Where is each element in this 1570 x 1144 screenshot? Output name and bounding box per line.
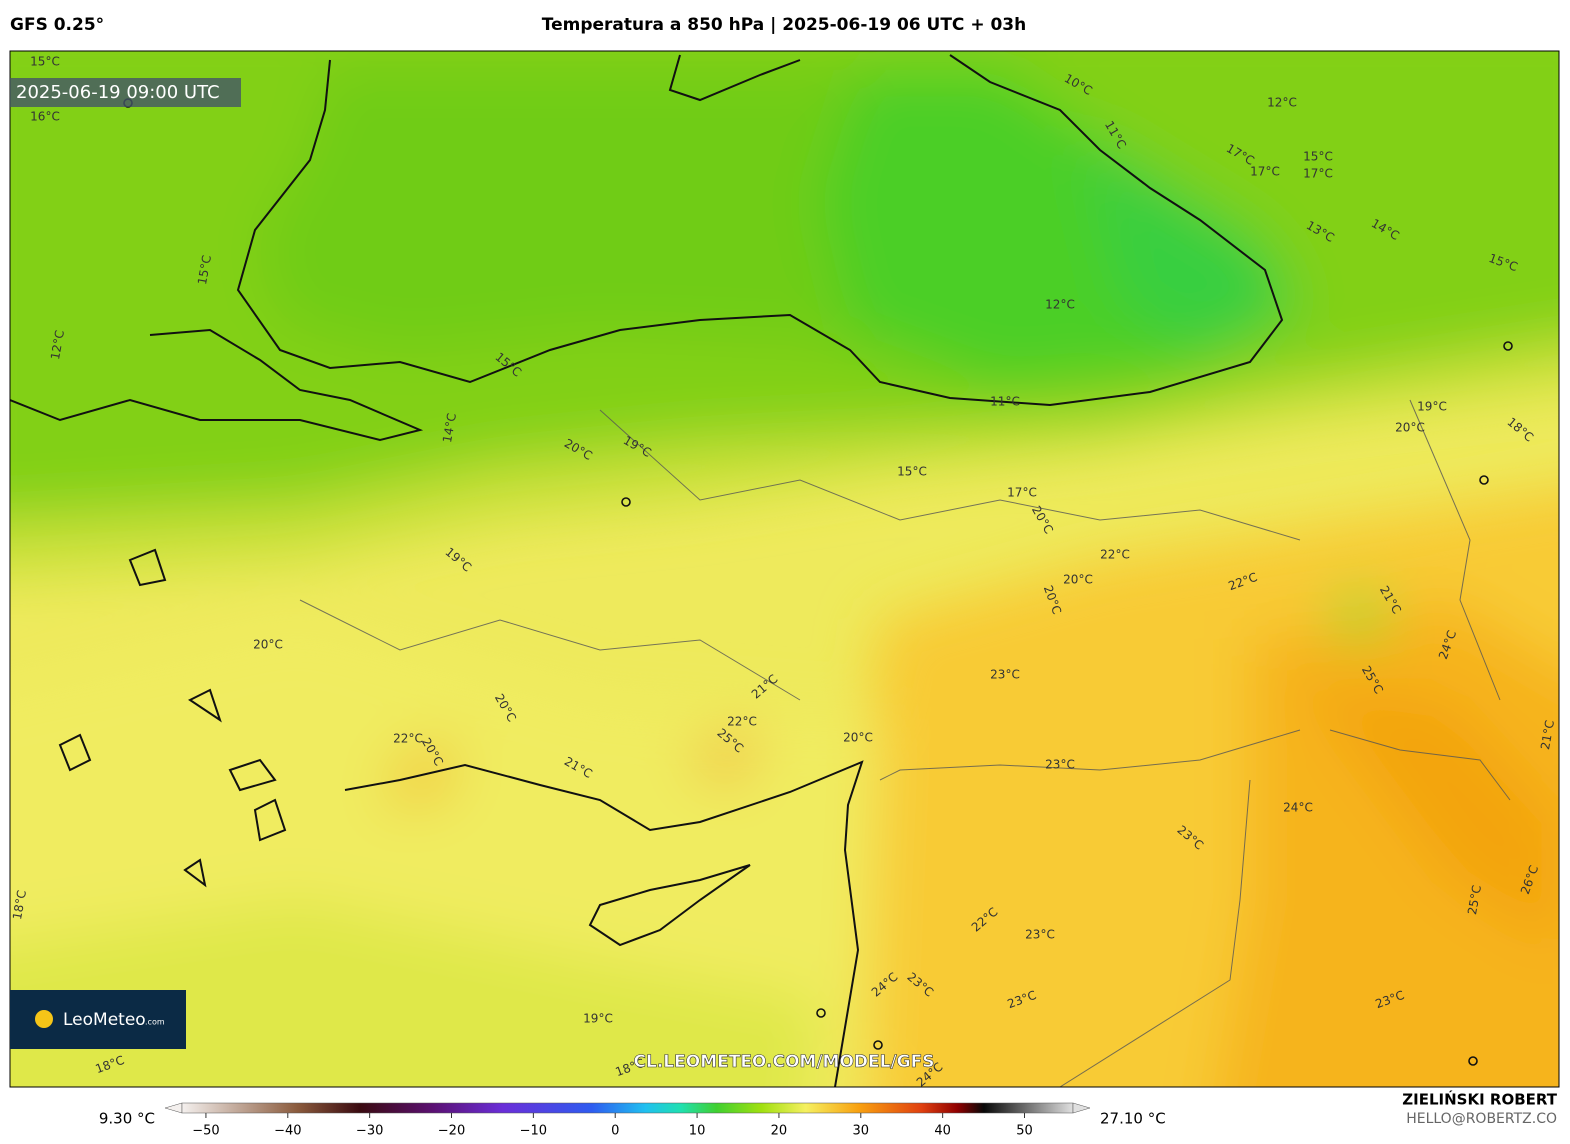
colorbar-tick-label: −30 xyxy=(356,1124,383,1139)
contour-label: 25°C xyxy=(1465,884,1484,916)
colorbar-tick-label: 30 xyxy=(853,1124,870,1139)
contour-label: 17°C xyxy=(1007,486,1037,500)
contour-label: 20°C xyxy=(843,731,873,745)
map-frame xyxy=(9,50,1560,1088)
contour-label: 15°C xyxy=(195,254,214,286)
logo-sun xyxy=(35,1010,53,1028)
contour-label: 11°C xyxy=(990,395,1020,409)
logo-name: LeoMeteo xyxy=(63,1010,146,1030)
timestamp-box xyxy=(10,78,241,107)
logo-suffix: .com xyxy=(145,1018,165,1027)
watermark: CL.LEOMETEO.COM/MODEL/GFS xyxy=(634,1052,935,1072)
contour-label: 20°C xyxy=(253,638,283,652)
colorbar-tick-label: −50 xyxy=(192,1124,219,1139)
contour-label: 22°C xyxy=(1100,548,1130,562)
model-name: GFS 0.25° xyxy=(10,15,104,35)
contour-label: 21°C xyxy=(1538,719,1557,751)
coastlines xyxy=(10,54,1284,1087)
contour-label: 16°C xyxy=(30,110,60,124)
colorbar-tick-label: −40 xyxy=(274,1124,301,1139)
contour-label: 19°C xyxy=(1417,400,1447,414)
contour-label: 17°C xyxy=(1250,165,1280,179)
cities xyxy=(123,98,1513,1066)
colorbar-tick-label: 40 xyxy=(934,1124,951,1139)
contour-label: 15°C xyxy=(1303,150,1333,164)
colorbar-tick-label: 10 xyxy=(689,1124,706,1139)
contour-label: 24°C xyxy=(1283,801,1313,815)
colorbar-max: 27.10 °C xyxy=(1100,1110,1166,1128)
contour-label: 17°C xyxy=(1303,167,1333,181)
contour-label: 20°C xyxy=(1063,573,1093,587)
colorbar-tick-label: 0 xyxy=(611,1124,619,1139)
contour-label: 22°C xyxy=(393,732,423,746)
contour-label: 23°C xyxy=(1025,928,1055,942)
email: HELLO@ROBERTZ.CO xyxy=(1406,1111,1557,1127)
contour-label: 23°C xyxy=(990,668,1020,682)
contour-label: 18°C xyxy=(10,889,29,921)
contour-label: 19°C xyxy=(583,1012,613,1026)
colorbar-tick-label: 50 xyxy=(1016,1124,1033,1139)
colorbar-min: 9.30 °C xyxy=(99,1110,155,1128)
contour-label: 22°C xyxy=(727,715,757,729)
contour-label: 12°C xyxy=(1045,298,1075,312)
author: ZIELIŃSKI ROBERT xyxy=(1402,1090,1557,1109)
colorbar-tick-label: −20 xyxy=(438,1124,465,1139)
contour-label: 23°C xyxy=(1045,758,1075,772)
colorbar-tick-label: 20 xyxy=(771,1124,788,1139)
map-title: Temperatura a 850 hPa | 2025-06-19 06 UT… xyxy=(542,15,1027,35)
borders xyxy=(299,399,1511,1087)
contour-label: 14°C xyxy=(440,412,459,444)
contour-label: 12°C xyxy=(1267,96,1297,110)
timestamp: 2025-06-19 09:00 UTC xyxy=(16,82,220,103)
contour-label: 12°C xyxy=(48,329,67,361)
contour-label: 15°C xyxy=(897,465,927,479)
contour-label: 15°C xyxy=(30,55,60,69)
colorbar: −50 −40 −30 −20 −10 0 10 20 30 40 50 xyxy=(164,1102,1091,1139)
colorbar-tick-label: −10 xyxy=(520,1124,547,1139)
contour-label: 20°C xyxy=(1395,421,1425,435)
